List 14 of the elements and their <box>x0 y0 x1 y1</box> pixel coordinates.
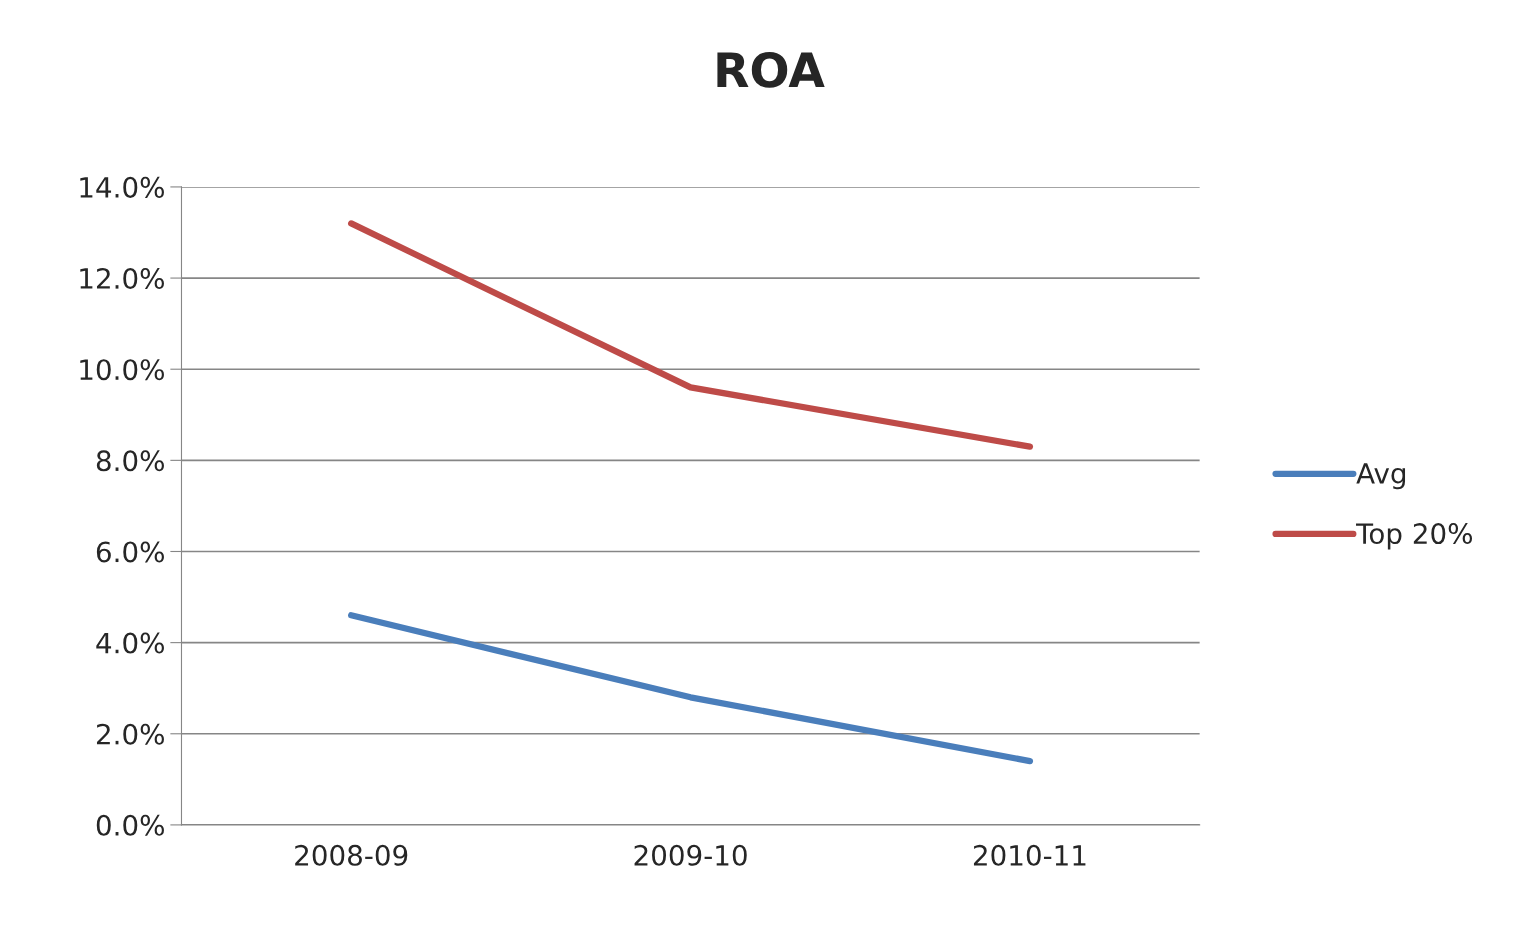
legend-label: Avg <box>1356 463 1406 490</box>
y-tick-label: 12.0% <box>80 268 164 290</box>
y-tick-label: 4.0% <box>96 632 164 654</box>
legend-label: Top 20% <box>1356 523 1473 550</box>
y-tick-label: 0.0% <box>96 814 164 836</box>
x-tick-label: 2010-11 <box>973 844 1086 866</box>
y-tick-label: 14.0% <box>80 176 164 198</box>
y-tick-label: 6.0% <box>96 541 164 563</box>
x-tick-label: 2008-09 <box>295 844 408 866</box>
y-tick-label: 2.0% <box>96 723 164 745</box>
chart-title: ROA <box>717 51 825 88</box>
x-tick-label: 2009-10 <box>634 844 747 866</box>
y-tick-label: 8.0% <box>96 450 164 472</box>
y-tick-label: 10.0% <box>80 359 164 381</box>
